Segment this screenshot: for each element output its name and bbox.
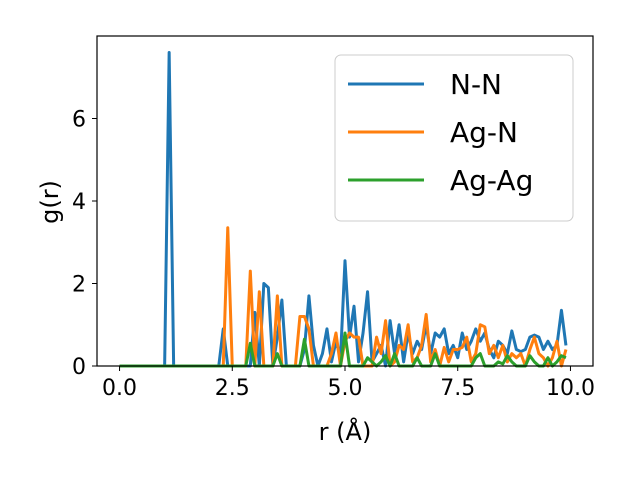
series-line-ag-ag [119,331,567,368]
y-tick-label: 2 [72,273,86,298]
x-tick-label: 10.0 [546,376,595,401]
x-tick-label: 5.0 [328,376,363,401]
legend-label-n-n: N-N [450,68,502,101]
y-tick-label: 4 [72,190,86,215]
x-axis-label: r (Å) [319,417,372,446]
y-tick-label: 0 [72,355,86,380]
legend-label-ag-ag: Ag-Ag [450,164,533,197]
y-ticks: 0 2 4 6 [72,108,97,380]
x-tick-label: 0.0 [102,376,137,401]
legend-entries: N-N Ag-N Ag-Ag [348,68,533,197]
legend: N-N Ag-N Ag-Ag [334,54,574,222]
x-ticks: 0.0 2.5 5.0 7.5 10.0 [102,366,595,401]
y-axis-label: g(r) [36,180,64,224]
y-tick-label: 6 [72,108,86,133]
x-tick-label: 2.5 [215,376,250,401]
legend-label-ag-n: Ag-N [450,116,518,149]
x-tick-label: 7.5 [440,376,475,401]
